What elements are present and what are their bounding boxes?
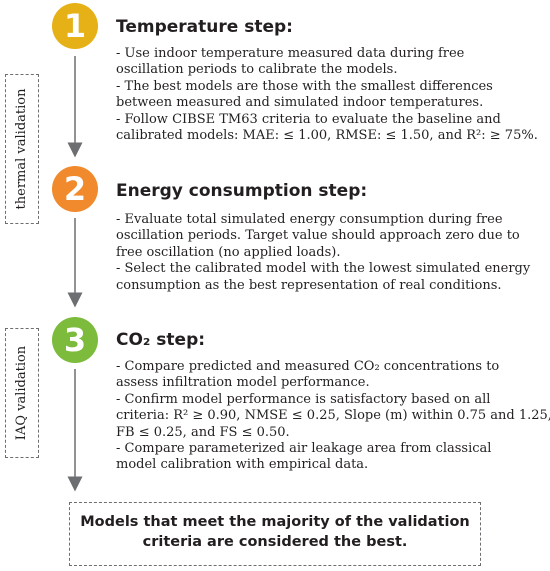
step-2-title: Energy consumption step: [116,181,368,201]
step-3-line: criteria: R² ≥ 0.90, NMSE ≤ 0.25, Slope … [116,408,550,424]
step-2-line: free oscillation (no applied loads). [116,244,341,260]
step-2-line: - Evaluate total simulated energy consum… [116,212,503,227]
step-3-title: CO₂ step: [116,330,206,350]
step-1-line: - Follow CIBSE TM63 criteria to evaluate… [116,111,501,127]
step-1-line: calibrated models: MAE: ≤ 1.00, RMSE: ≤ … [116,128,538,144]
step-1-line: oscillation periods to calibrate the mod… [116,62,398,78]
step-3-line: - Confirm model performance is satisfact… [116,391,491,407]
conclusion-box: Models that meet the majority of the val… [69,502,481,566]
step-1-line: between measured and simulated indoor te… [116,95,484,111]
step-3-line: model calibration with empirical data. [116,457,369,473]
step-3-line: assess infiltration model performance. [116,375,370,391]
step-1-line: - Use indoor temperature measured data d… [116,46,465,61]
conclusion-line: Models that meet the majority of the val… [80,514,470,530]
conclusion-line: criteria are considered the best. [142,534,408,550]
step-2-description: - Evaluate total simulated energy consum… [116,212,530,294]
step-2-line: - Select the calibrated model with the l… [116,261,531,277]
step-3-line: - Compare parameterized air leakage area… [116,441,492,457]
iaq-validation-label: IAQ validation [14,345,29,441]
step-3-number-badge: 3 [52,317,98,363]
step-3-line: FB ≤ 0.25, and FS ≤ 0.50. [116,424,290,440]
iaq-validation-box: IAQ validation [5,328,39,458]
step-2-number-badge: 2 [52,166,98,212]
step-1-title: Temperature step: [116,17,293,37]
thermal-validation-box: thermal validation [5,74,39,224]
step-3-line: - Compare predicted and measured CO₂ con… [116,359,500,374]
thermal-validation-label: thermal validation [14,88,29,210]
step-1-number-badge: 1 [52,3,98,49]
step-2-line: oscillation periods. Target value should… [116,228,520,244]
step-3-description: - Compare predicted and measured CO₂ con… [116,359,550,474]
step-2-line: consumption as the best representation o… [116,277,502,293]
step-1-description: - Use indoor temperature measured data d… [116,46,538,144]
step-1-line: - The best models are those with the sma… [116,78,493,94]
